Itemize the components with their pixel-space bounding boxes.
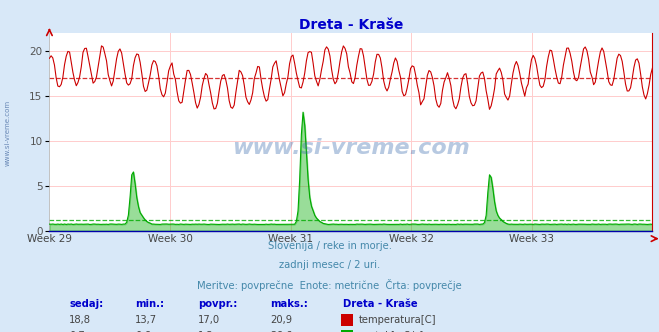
Text: 0,6: 0,6 (135, 331, 151, 332)
Text: www.si-vreme.com: www.si-vreme.com (5, 100, 11, 166)
Text: Slovenija / reke in morje.: Slovenija / reke in morje. (268, 241, 391, 251)
Text: Dreta - Kraše: Dreta - Kraše (343, 299, 417, 309)
Title: Dreta - Kraše: Dreta - Kraše (299, 18, 403, 32)
Text: temperatura[C]: temperatura[C] (359, 315, 437, 325)
Text: sedaj:: sedaj: (69, 299, 103, 309)
Text: Meritve: povprečne  Enote: metrične  Črta: povprečje: Meritve: povprečne Enote: metrične Črta:… (197, 279, 462, 291)
Text: 18,8: 18,8 (69, 315, 91, 325)
Text: maks.:: maks.: (270, 299, 308, 309)
Text: 17,0: 17,0 (198, 315, 220, 325)
Text: min.:: min.: (135, 299, 164, 309)
Text: zadnji mesec / 2 uri.: zadnji mesec / 2 uri. (279, 260, 380, 270)
Text: www.si-vreme.com: www.si-vreme.com (232, 138, 470, 158)
Text: 1,2: 1,2 (198, 331, 214, 332)
Text: 26,6: 26,6 (270, 331, 293, 332)
Text: 20,9: 20,9 (270, 315, 293, 325)
Text: povpr.:: povpr.: (198, 299, 237, 309)
Text: 13,7: 13,7 (135, 315, 158, 325)
Text: 0,7: 0,7 (69, 331, 85, 332)
Text: pretok[m3/s]: pretok[m3/s] (359, 331, 423, 332)
